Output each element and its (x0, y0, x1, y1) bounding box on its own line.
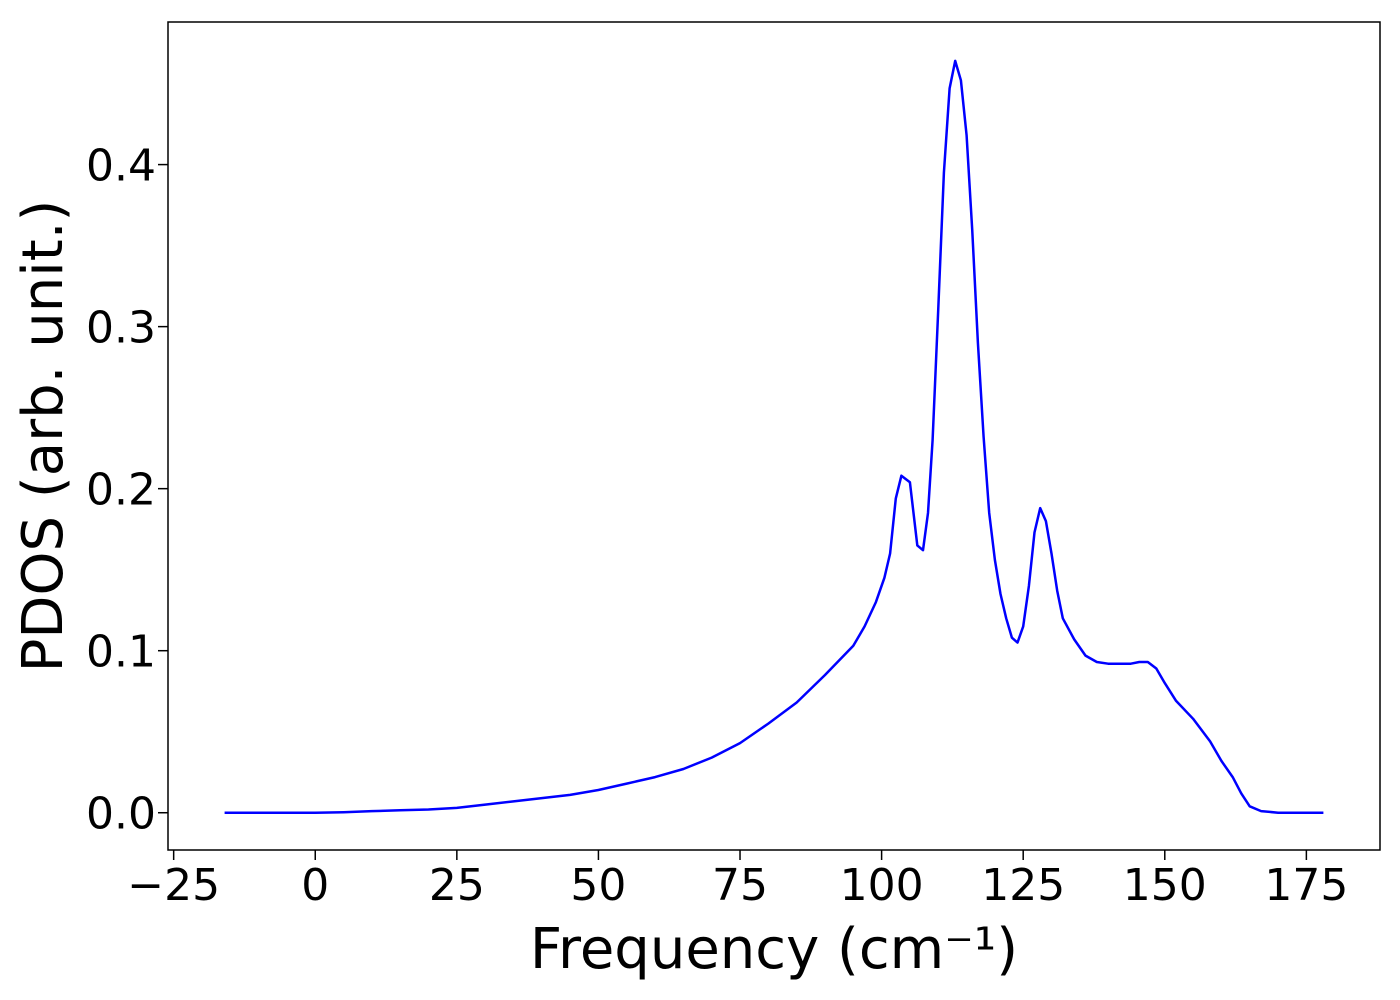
plot-frame (167, 21, 1381, 851)
x-tick-label: 25 (429, 860, 485, 911)
x-tick-label: 75 (712, 860, 768, 911)
x-tick-label: 0 (301, 860, 329, 911)
x-axis-ticks: −25 0 25 50 75 100 125 150 175 (127, 850, 1348, 911)
y-axis-title-text: PDOS (arb. unit.) (11, 200, 76, 673)
x-axis-title: Frequency (cm⁻¹) (530, 917, 1018, 982)
y-tick-label: 0.0 (86, 789, 156, 840)
y-tick-label: 0.4 (86, 141, 156, 192)
x-axis-title-text: Frequency (cm⁻¹) (530, 917, 1018, 982)
plot-area (167, 21, 1381, 851)
x-tick-label: 50 (570, 860, 626, 911)
y-tick-label: 0.3 (86, 303, 156, 354)
y-tick-label: 0.1 (86, 627, 156, 678)
x-tick-label: 100 (840, 860, 924, 911)
y-axis-ticks: 0.0 0.1 0.2 0.3 0.4 (86, 141, 168, 840)
x-tick-label: 125 (981, 860, 1065, 911)
x-tick-label: −25 (127, 860, 220, 911)
y-tick-label: 0.2 (86, 465, 156, 516)
x-tick-label: 175 (1264, 860, 1348, 911)
y-axis-title: PDOS (arb. unit.) (11, 200, 76, 673)
x-tick-label: 150 (1123, 860, 1207, 911)
series-line-pdos (224, 59, 1324, 814)
